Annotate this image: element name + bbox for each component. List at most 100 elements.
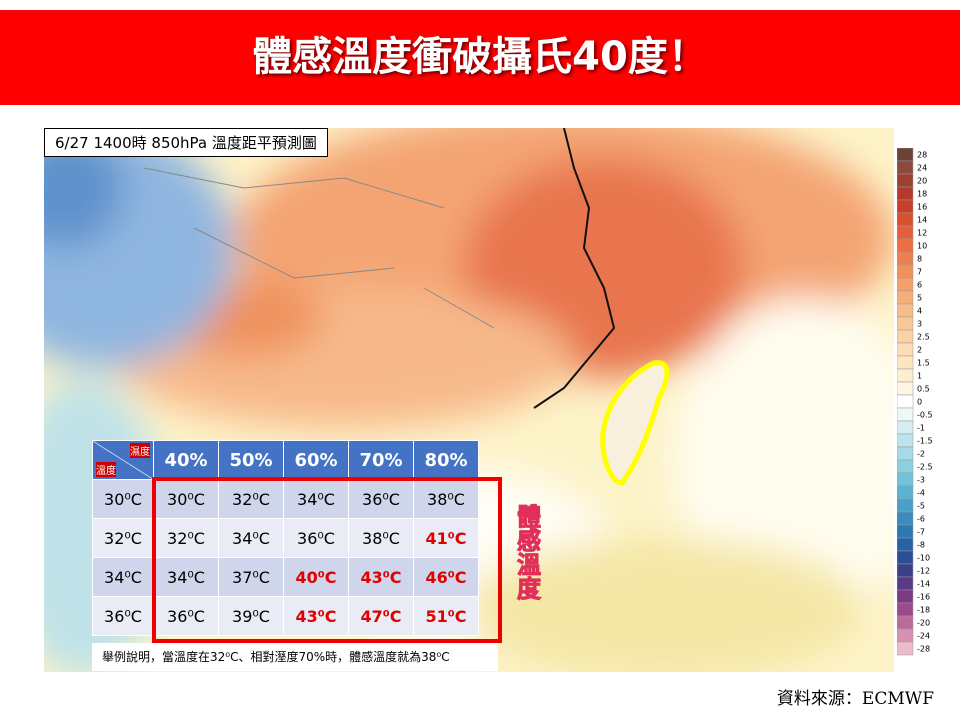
table: 濕度 溫度 40% 50% 60% 70% 80% 30⁰C 30⁰C 32⁰C 34⁰C 36⁰C 3… (92, 440, 479, 636)
table-note: 舉例說明，當溫度在32⁰C、相對溼度70%時，體感溫度就為38⁰C (92, 643, 498, 671)
colorbar-label: -12 (917, 567, 930, 576)
colorbar-label: -1 (917, 424, 925, 433)
colorbar-swatch (897, 355, 914, 370)
colorbar-swatch (897, 550, 914, 565)
colorbar-label: -2.5 (917, 463, 933, 472)
cell-text: 36⁰C (297, 528, 335, 548)
colorbar-swatch (897, 199, 914, 214)
colorbar-label: 2 (917, 346, 922, 355)
map-caption: 6/27 1400時 850hPa 溫度距平預測圖 (44, 128, 328, 157)
colorbar-swatch (897, 511, 914, 526)
cell-text: 46⁰C (425, 567, 467, 587)
table-cell: 36⁰C (153, 596, 219, 636)
colorbar-label: 16 (917, 203, 927, 212)
cell-text: 41⁰C (425, 528, 467, 548)
cell-text: 34⁰C (167, 567, 205, 587)
colorbar-label: -2 (917, 450, 925, 459)
colorbar-swatch (897, 342, 914, 357)
cell-text: 32⁰C (167, 528, 205, 548)
cell-text: 濕度 (130, 443, 150, 458)
colorbar-label: 14 (917, 216, 927, 225)
colorbar: 28 24 20 18 16 14 12 10 8 7 6 5 4 3 2.5 2 1.5 1 0.5 0 -0.5 -1… (897, 148, 933, 656)
cell-text: 39⁰C (232, 606, 270, 626)
colorbar-swatch (897, 472, 914, 487)
colorbar-swatch (897, 329, 914, 344)
colorbar-label: 2.5 (917, 333, 930, 342)
table-cell: 38⁰C (413, 479, 479, 519)
cell-text: 38⁰C (427, 489, 465, 509)
table-cell: 43⁰C (283, 596, 349, 636)
table-cell: 43⁰C (348, 557, 414, 597)
colorbar-swatch (897, 303, 914, 318)
colorbar-swatch (897, 148, 914, 162)
table-cell: 39⁰C (218, 596, 284, 636)
colorbar-swatch (897, 563, 914, 578)
colorbar-swatch (897, 576, 914, 591)
row-header: 36⁰C (92, 596, 154, 636)
colorbar-swatch (897, 524, 914, 539)
cell-text: 60% (294, 449, 338, 471)
cell-text: 溫度 (96, 462, 116, 477)
colorbar-label: 4 (917, 307, 922, 316)
colorbar-swatch (897, 589, 914, 604)
colorbar-label: 18 (917, 190, 927, 199)
colorbar-label: 24 (917, 164, 927, 173)
table-cell: 37⁰C (218, 557, 284, 597)
column-header: 80% (413, 440, 479, 480)
cell-text: 47⁰C (360, 606, 402, 626)
colorbar-label: -14 (917, 580, 930, 589)
colorbar-swatch (897, 537, 914, 552)
table-cell: 30⁰C (153, 479, 219, 519)
cell-text: 30⁰C (167, 489, 205, 509)
side-label: 體感溫度 (517, 503, 542, 603)
colorbar-swatch (897, 160, 914, 175)
colorbar-swatch (897, 381, 914, 396)
column-header: 70% (348, 440, 414, 480)
column-header: 50% (218, 440, 284, 480)
cell-text: 34⁰C (232, 528, 270, 548)
table-cell: 32⁰C (153, 518, 219, 558)
cell-text: 50% (229, 449, 273, 471)
colorbar-swatch (897, 173, 914, 188)
colorbar-swatch (897, 615, 914, 630)
colorbar-label: -18 (917, 606, 930, 615)
row-header: 32⁰C (92, 518, 154, 558)
colorbar-label: 10 (917, 242, 927, 251)
colorbar-swatch (897, 602, 914, 617)
colorbar-swatch (897, 420, 914, 435)
cell-text: 30⁰C (104, 489, 142, 509)
table-cell: 36⁰C (348, 479, 414, 519)
row-header: 34⁰C (92, 557, 154, 597)
colorbar-swatch (897, 446, 914, 461)
colorbar-swatch (897, 251, 914, 266)
colorbar-swatch (897, 186, 914, 201)
colorbar-label: 7 (917, 268, 922, 277)
cell-text: 43⁰C (360, 567, 402, 587)
column-header: 40% (153, 440, 219, 480)
cell-text: 32⁰C (232, 489, 270, 509)
table-cell: 34⁰C (283, 479, 349, 519)
colorbar-label: 12 (917, 229, 927, 238)
cell-text: 43⁰C (295, 606, 337, 626)
colorbar-swatch (897, 485, 914, 500)
cell-text: 36⁰C (167, 606, 205, 626)
colorbar-label: 28 (917, 151, 927, 160)
colorbar-label: 5 (917, 294, 922, 303)
colorbar-swatch (897, 277, 914, 292)
table-cell: 46⁰C (413, 557, 479, 597)
table-cell: 47⁰C (348, 596, 414, 636)
colorbar-label: 1.5 (917, 359, 930, 368)
colorbar-label: -0.5 (917, 411, 933, 420)
colorbar-label: -5 (917, 502, 925, 511)
colorbar-label: 3 (917, 320, 922, 329)
colorbar-label: -1.5 (917, 437, 933, 446)
colorbar-swatch (897, 641, 914, 656)
colorbar-label: -4 (917, 489, 925, 498)
colorbar-label: -16 (917, 593, 930, 602)
colorbar-swatch (897, 316, 914, 331)
cell-text: 32⁰C (104, 528, 142, 548)
cell-text: 36⁰C (104, 606, 142, 626)
cell-text: 80% (424, 449, 468, 471)
colorbar-label: 1 (917, 372, 922, 381)
